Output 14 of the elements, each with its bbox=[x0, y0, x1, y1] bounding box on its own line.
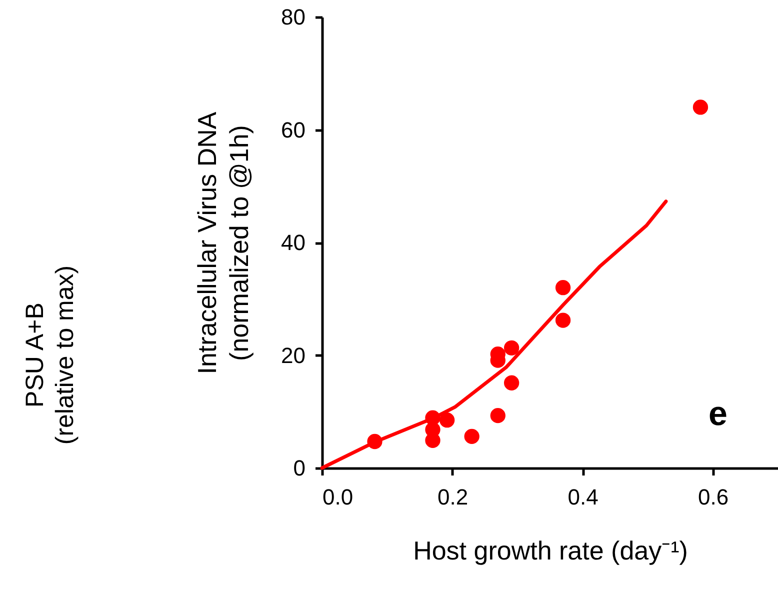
x-tick-label: 0.2 bbox=[437, 484, 468, 510]
y-tick-label: 80 bbox=[281, 4, 306, 30]
y-tick-label: 40 bbox=[281, 230, 306, 255]
x-tick-label: 0.4 bbox=[568, 484, 598, 510]
annotation: e bbox=[708, 395, 728, 433]
x-tick-label: 0.0 bbox=[322, 484, 354, 510]
y-tick-label: 0 bbox=[293, 456, 306, 480]
y-tick-label: 20 bbox=[281, 342, 306, 368]
line-series bbox=[320, 200, 668, 470]
y-tick-label: 60 bbox=[281, 117, 306, 142]
x-tick-label: 0.6 bbox=[698, 484, 729, 510]
x-axis-title: Host growth rate (day⁻¹) bbox=[413, 536, 688, 566]
side-label: PSU A+B (relative to max) bbox=[20, 265, 80, 445]
y-axis-title: Intracellular Virus DNA (normalized to @1h) bbox=[192, 111, 254, 374]
